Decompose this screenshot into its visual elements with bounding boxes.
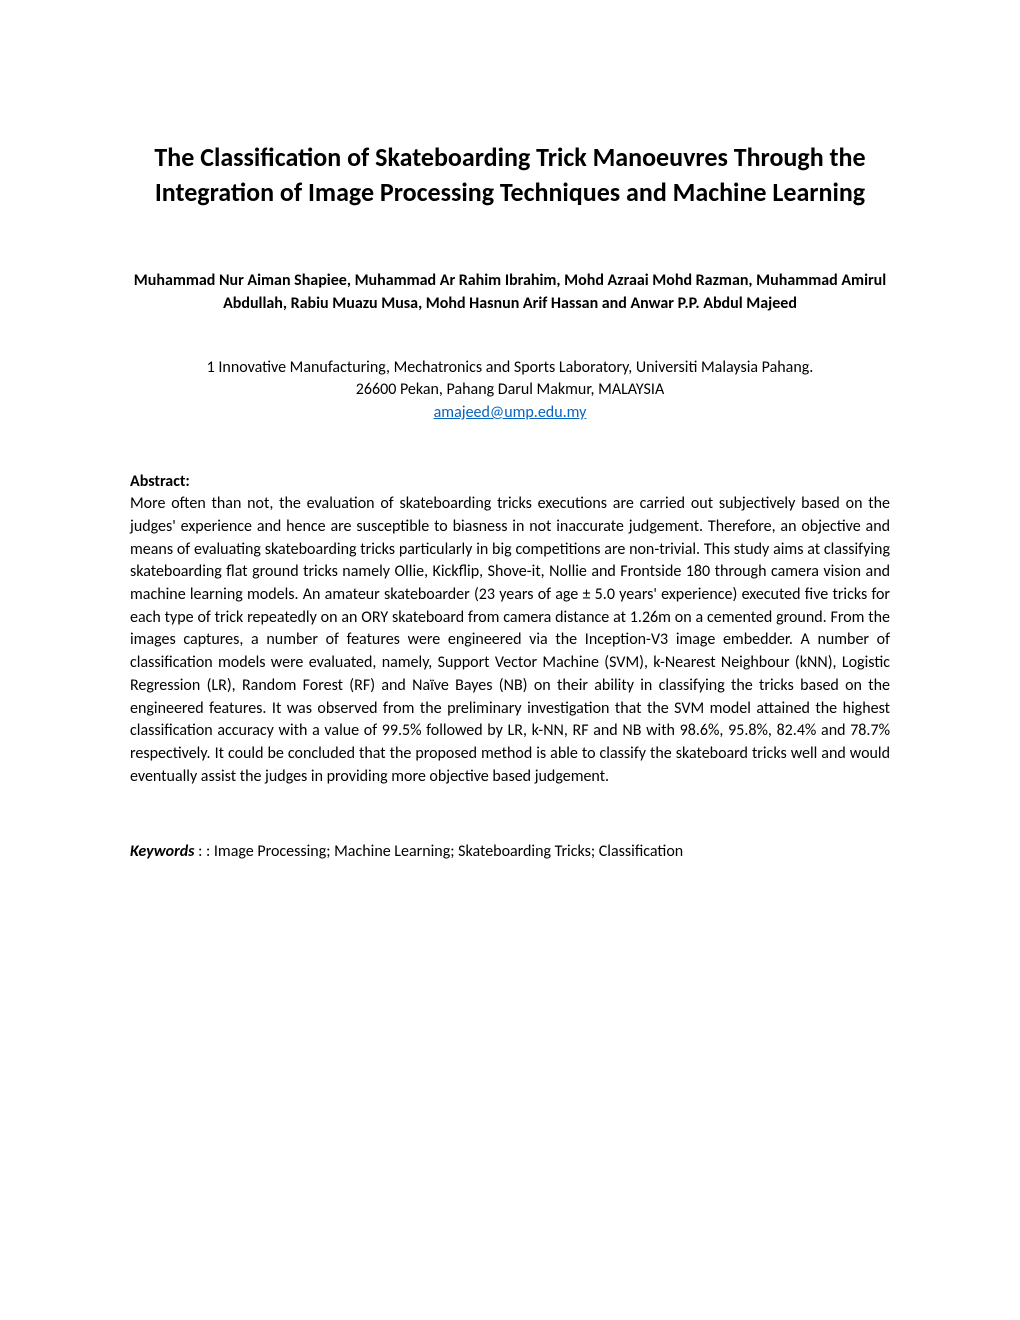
paper-title: The Classification of Skateboarding Tric… [130,140,890,210]
authors-list: Muhammad Nur Aiman Shapiee, Muhammad Ar … [130,270,890,315]
affiliation-line-2: 26600 Pekan, Pahang Darul Makmur, MALAYS… [130,379,890,401]
keywords-line: Keywords : : Image Processing; Machine L… [130,842,890,861]
keywords-label: Keywords [130,842,194,861]
affiliation-block: 1 Innovative Manufacturing, Mechatronics… [130,357,890,424]
abstract-body: More often than not, the evaluation of s… [130,493,890,788]
author-email-link[interactable]: amajeed@ump.edu.my [434,403,587,422]
abstract-heading: Abstract: [130,472,890,491]
affiliation-line-1: 1 Innovative Manufacturing, Mechatronics… [130,357,890,379]
keywords-text: : : Image Processing; Machine Learning; … [194,842,683,861]
